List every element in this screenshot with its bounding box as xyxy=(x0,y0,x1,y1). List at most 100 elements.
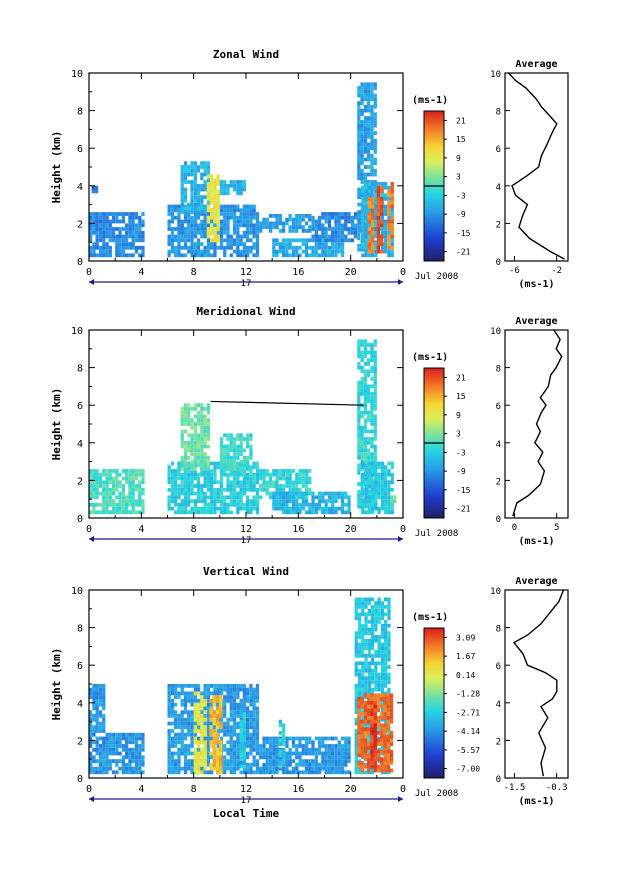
heatmap-cell xyxy=(384,219,388,224)
heatmap-cell xyxy=(183,429,188,434)
heatmap-cell xyxy=(265,480,269,485)
heatmap-cell xyxy=(141,219,145,224)
heatmap-cell xyxy=(262,225,266,229)
month-label: Jul 2008 xyxy=(415,529,458,539)
heatmap-cell xyxy=(360,392,364,396)
heatmap-cell xyxy=(304,484,309,488)
heatmap-cell xyxy=(298,755,302,760)
heatmap-cell xyxy=(380,734,384,739)
heatmap-cell xyxy=(364,676,368,681)
heatmap-cell xyxy=(131,755,135,760)
heatmap-cell xyxy=(223,183,227,188)
heatmap-cell xyxy=(102,691,106,696)
heatmap-cell xyxy=(361,684,365,688)
heatmap-cell xyxy=(318,215,322,220)
heatmap-cell xyxy=(236,223,240,228)
heatmap-cell xyxy=(200,740,204,745)
heatmap-cell xyxy=(210,691,214,696)
heatmap-cell xyxy=(282,757,286,762)
heatmap-cell xyxy=(360,161,364,166)
heatmap-cell xyxy=(262,770,266,775)
heatmap-cell xyxy=(219,762,223,767)
heatmap-cell xyxy=(200,227,204,231)
heatmap-cell xyxy=(98,219,103,224)
heatmap-cell xyxy=(314,770,318,775)
heatmap-cell xyxy=(183,755,188,760)
heatmap-cell xyxy=(128,755,132,760)
heatmap-cell xyxy=(190,422,194,426)
heatmap-cell xyxy=(213,234,217,239)
heatmap-cell xyxy=(370,384,374,389)
heatmap-cell xyxy=(360,131,364,135)
heatmap-cell xyxy=(236,510,240,515)
x-tick-label: 8 xyxy=(191,784,197,795)
heatmap-cell xyxy=(226,684,230,688)
heatmap-cell xyxy=(374,653,378,658)
heatmap-cell xyxy=(337,495,341,500)
heatmap-cell xyxy=(108,487,112,492)
heatmap-cell xyxy=(288,225,292,229)
heatmap-cell xyxy=(282,770,286,775)
heatmap-cell xyxy=(196,183,201,188)
heatmap-cell xyxy=(370,97,374,102)
heatmap-cell xyxy=(354,612,358,617)
heatmap-cell xyxy=(298,476,302,481)
heatmap-cell xyxy=(210,770,214,775)
heatmap-cell xyxy=(361,680,365,684)
heatmap-cell xyxy=(360,93,364,98)
heatmap-cell xyxy=(216,178,220,182)
heatmap-cell xyxy=(167,740,171,745)
heatmap-cell xyxy=(131,484,135,488)
heatmap-cell xyxy=(304,253,309,258)
heatmap-cell xyxy=(387,510,391,515)
heatmap-cell xyxy=(373,365,377,370)
heatmap-cell xyxy=(229,710,233,715)
heatmap-cell xyxy=(370,661,375,666)
heatmap-cell xyxy=(282,242,286,246)
heatmap-cell xyxy=(193,702,197,707)
heatmap-cell xyxy=(374,638,378,643)
heatmap-cell xyxy=(252,695,256,699)
heatmap-cell xyxy=(255,472,260,477)
heatmap-cell xyxy=(249,721,253,726)
heatmap-cell xyxy=(141,249,145,254)
heatmap-cell xyxy=(203,215,207,220)
heatmap-cell xyxy=(383,757,387,762)
heatmap-cell xyxy=(229,499,233,503)
heatmap-cell xyxy=(295,476,299,481)
heatmap-cell xyxy=(383,712,387,716)
heatmap-cell xyxy=(121,242,125,246)
heatmap-cell xyxy=(373,358,377,362)
heatmap-cell xyxy=(174,766,178,771)
heatmap-cell xyxy=(285,472,289,477)
heatmap-cell xyxy=(210,491,214,496)
heatmap-cell xyxy=(203,253,207,258)
heatmap-cell xyxy=(128,230,132,235)
heatmap-cell xyxy=(308,751,312,756)
heatmap-cell xyxy=(89,227,93,231)
profile-x-tick-label: -2 xyxy=(551,266,562,276)
heatmap-cell xyxy=(340,238,345,243)
heatmap-cell xyxy=(363,437,368,441)
heatmap-cell xyxy=(190,770,194,775)
heatmap-cell xyxy=(291,229,296,233)
heatmap-cell xyxy=(324,510,328,515)
heatmap-cell xyxy=(255,717,260,722)
colorbar-tick-label: -3 xyxy=(456,191,466,200)
heatmap-cell xyxy=(226,437,230,441)
heatmap-cell xyxy=(272,770,276,775)
heatmap-cell xyxy=(275,476,279,481)
heatmap-cell xyxy=(121,212,125,216)
heatmap-cell xyxy=(360,444,364,449)
heatmap-cell xyxy=(363,440,368,445)
heatmap-cell xyxy=(373,708,377,713)
heatmap-cell xyxy=(95,242,99,246)
heatmap-cell xyxy=(380,650,385,654)
heatmap-cell xyxy=(219,691,224,696)
heatmap-cell xyxy=(265,221,269,226)
heatmap-cell xyxy=(102,766,106,771)
heatmap-cell xyxy=(367,440,371,445)
heatmap-cell xyxy=(259,747,263,752)
heatmap-cell xyxy=(102,219,106,224)
heatmap-cell xyxy=(357,399,361,404)
